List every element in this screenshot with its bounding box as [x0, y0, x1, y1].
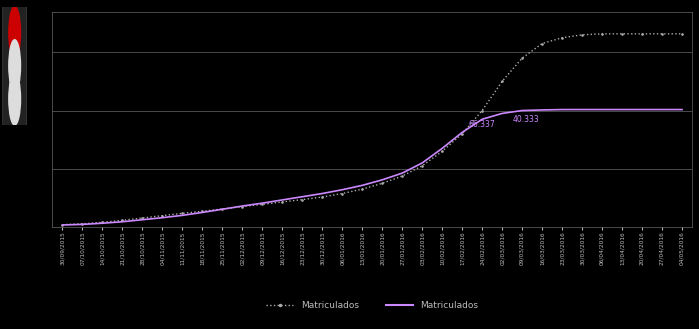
Circle shape [9, 7, 20, 59]
Text: 66.337: 66.337 [468, 120, 495, 129]
Text: 40.333: 40.333 [512, 115, 539, 124]
FancyBboxPatch shape [3, 3, 27, 129]
Circle shape [9, 40, 20, 92]
Circle shape [9, 73, 20, 125]
Legend: Matriculados, Matriculados: Matriculados, Matriculados [263, 297, 482, 314]
